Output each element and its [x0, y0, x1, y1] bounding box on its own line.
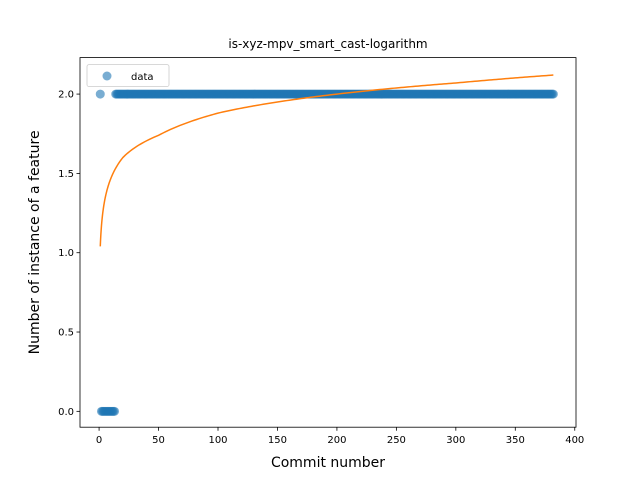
- y-tick-label: 1.5: [58, 169, 74, 180]
- y-axis: 0.0 0.5 1.0 1.5 2.0: [58, 90, 80, 418]
- data-point: [548, 89, 558, 99]
- x-tick-label: 400: [565, 435, 584, 446]
- x-tick-label: 200: [327, 435, 346, 446]
- x-axis: 0 50 100 150 200 250 300 350 400: [96, 427, 584, 446]
- y-tick-label: 2.0: [58, 90, 74, 101]
- x-tick-label: 350: [506, 435, 525, 446]
- x-tick-label: 50: [152, 435, 165, 446]
- data-series: [95, 89, 558, 416]
- x-tick-label: 300: [446, 435, 465, 446]
- x-tick-label: 0: [96, 435, 102, 446]
- legend: data: [86, 64, 170, 87]
- legend-marker: [102, 71, 112, 81]
- axes-frame: [79, 57, 577, 428]
- y-tick-label: 0.5: [58, 328, 74, 339]
- y-axis-label: Number of instance of a feature: [27, 130, 43, 354]
- legend-box: [86, 64, 170, 87]
- data-point: [95, 89, 105, 99]
- fit-series: [99, 74, 554, 247]
- x-tick-label: 150: [268, 435, 287, 446]
- y-tick-label: 0.0: [58, 407, 74, 418]
- data-point: [110, 406, 120, 416]
- x-tick-label: 100: [208, 435, 227, 446]
- x-tick-label: 250: [387, 435, 406, 446]
- x-axis-label: Commit number: [271, 455, 385, 471]
- y-tick-label: 1.0: [58, 248, 74, 259]
- fit-line: [99, 74, 554, 247]
- legend-label: data: [131, 72, 154, 83]
- chart-title: is-xyz-mpv_smart_cast-logarithm: [228, 37, 427, 51]
